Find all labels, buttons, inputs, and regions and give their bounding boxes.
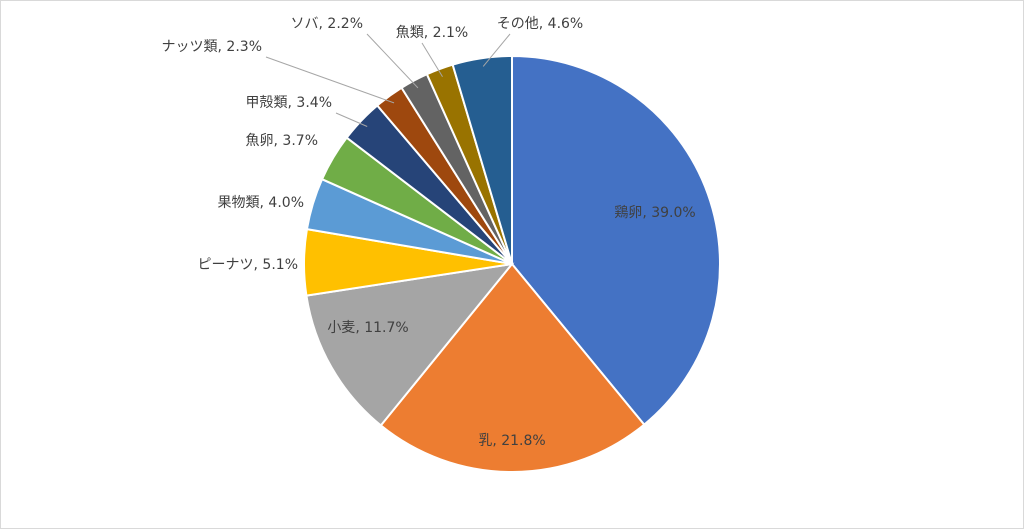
- data-label: 魚類, 2.1%: [396, 25, 468, 41]
- value-label: , 2.3%: [218, 39, 262, 55]
- data-label: 果物類, 4.0%: [218, 195, 304, 211]
- value-label: , 4.0%: [260, 195, 304, 211]
- pie-slice: [451, 54, 513, 265]
- category-label: 鶏卵: [614, 205, 642, 221]
- category-label: ソバ: [291, 16, 319, 32]
- value-label: , 2.1%: [424, 25, 468, 41]
- leader-line: [366, 33, 419, 89]
- value-label: , 39.0%: [642, 205, 695, 221]
- pie-slice: [511, 54, 721, 426]
- data-label: 魚卵, 3.7%: [246, 133, 318, 149]
- data-label: 鶏卵, 39.0%: [614, 205, 695, 221]
- value-label: , 5.1%: [254, 257, 298, 273]
- category-label: その他: [497, 16, 539, 32]
- data-label: 小麦, 11.7%: [327, 320, 408, 336]
- category-label: 魚卵: [246, 133, 274, 149]
- value-label: , 2.2%: [319, 16, 363, 32]
- leader-line: [335, 112, 368, 127]
- category-label: 果物類: [218, 195, 260, 211]
- data-label: 甲殻類, 3.4%: [246, 95, 332, 111]
- category-label: ピーナツ: [198, 257, 254, 273]
- data-label: ソバ, 2.2%: [291, 16, 363, 32]
- data-label: ナッツ類, 2.3%: [162, 39, 262, 55]
- category-label: ナッツ類: [162, 39, 218, 55]
- category-label: 魚類: [396, 25, 424, 41]
- pie-slice: [379, 262, 646, 473]
- leader-line: [421, 42, 443, 78]
- data-label: ピーナツ, 5.1%: [198, 257, 298, 273]
- value-label: , 21.8%: [492, 433, 545, 449]
- value-label: , 3.4%: [288, 95, 332, 111]
- leader-line: [265, 56, 395, 104]
- value-label: , 11.7%: [355, 320, 408, 336]
- leader-line: [482, 33, 511, 67]
- category-label: 小麦: [327, 320, 355, 336]
- value-label: , 4.6%: [539, 16, 583, 32]
- data-label: その他, 4.6%: [497, 16, 583, 32]
- category-label: 甲殻類: [246, 95, 288, 111]
- category-label: 乳: [478, 433, 492, 449]
- data-label: 乳, 21.8%: [478, 433, 545, 449]
- value-label: , 3.7%: [274, 133, 318, 149]
- pie-slice: [305, 262, 515, 427]
